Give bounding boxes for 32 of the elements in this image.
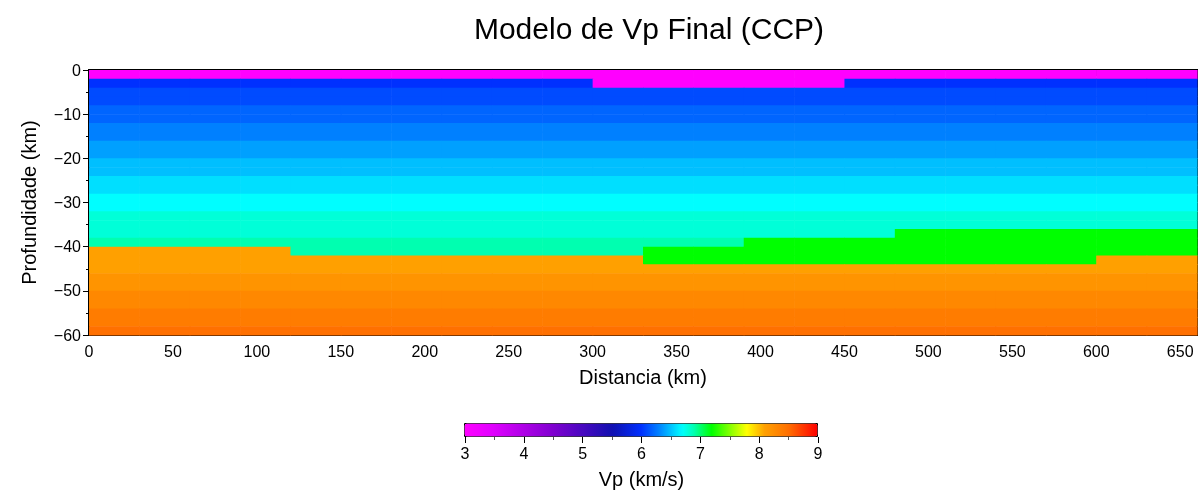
x-axis-title: Distancia (km) xyxy=(579,366,707,388)
y-tick-label: −40 xyxy=(53,238,82,256)
color-bar-title: Vp (km/s) xyxy=(598,468,685,490)
y-axis-title: Profundidade (km) xyxy=(18,120,40,285)
y-tick-label: −60 xyxy=(53,326,82,344)
color-bar-label: 4 xyxy=(519,444,529,462)
x-tick-label: 150 xyxy=(327,342,355,360)
x-tick-label: 450 xyxy=(831,342,858,360)
y-tick-label: −20 xyxy=(53,149,82,167)
x-tick-label: 50 xyxy=(164,342,182,360)
x-tick-label: 400 xyxy=(747,342,774,360)
chart-title: Modelo de Vp Final (CCP) xyxy=(473,11,825,45)
color-bar-label: 8 xyxy=(754,444,764,462)
color-bar-label: 3 xyxy=(460,444,470,462)
y-tick-label: −10 xyxy=(53,105,82,123)
x-tick-label: 500 xyxy=(915,342,942,360)
x-tick-label: 300 xyxy=(579,342,607,360)
y-tick-label: −30 xyxy=(53,194,82,211)
x-tick-label: 600 xyxy=(1082,342,1110,360)
color-bar-label: 6 xyxy=(637,444,647,462)
x-tick-label: 100 xyxy=(243,342,271,360)
color-bar-label: 9 xyxy=(813,444,823,462)
x-tick-label: 0 xyxy=(84,342,94,360)
x-tick-label: 350 xyxy=(663,342,691,360)
x-tick-label: 650 xyxy=(1166,342,1194,360)
x-tick-label: 550 xyxy=(998,342,1026,360)
x-tick-label: 200 xyxy=(411,342,439,360)
x-tick-label: 250 xyxy=(495,342,523,360)
color-bar-label: 7 xyxy=(695,444,705,462)
y-tick-label: 0 xyxy=(72,61,82,79)
y-tick-label: −50 xyxy=(53,282,82,300)
color-bar-label: 5 xyxy=(578,444,588,462)
